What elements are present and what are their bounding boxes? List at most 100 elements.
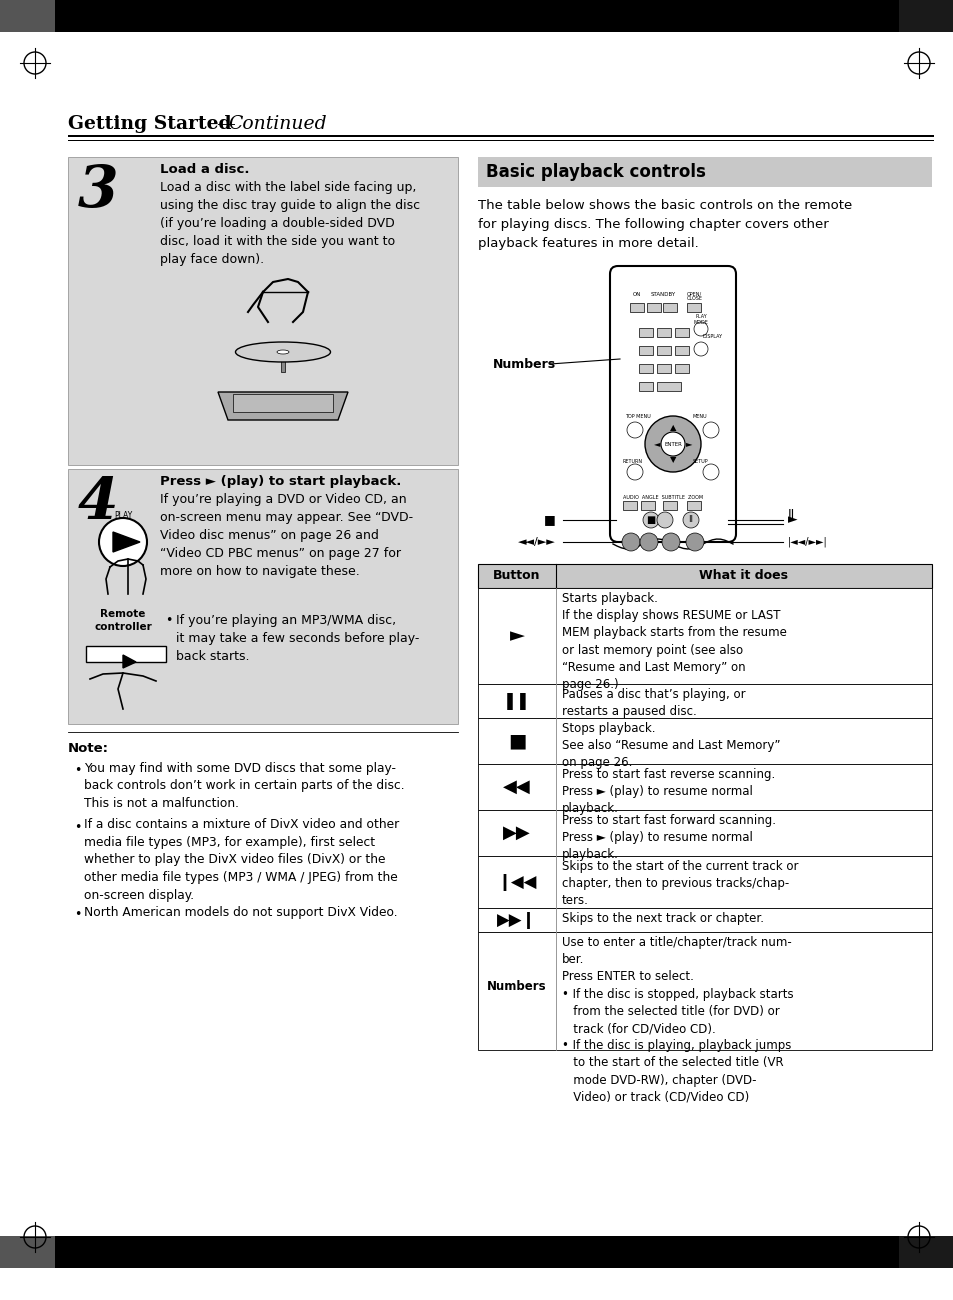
Text: MENU: MENU xyxy=(692,413,707,419)
Text: If you’re playing a DVD or Video CD, an
on-screen menu may appear. See “DVD-
Vid: If you’re playing a DVD or Video CD, an … xyxy=(160,493,413,578)
Bar xyxy=(657,364,670,373)
Circle shape xyxy=(626,464,642,480)
Text: Numbers: Numbers xyxy=(487,979,546,992)
Bar xyxy=(662,500,677,510)
Text: Press ► (play) to start playback.: Press ► (play) to start playback. xyxy=(160,474,401,488)
Circle shape xyxy=(99,517,147,566)
Circle shape xyxy=(693,322,707,335)
Text: ❚❚: ❚❚ xyxy=(502,692,530,710)
Bar xyxy=(281,352,285,372)
Ellipse shape xyxy=(276,350,289,354)
Text: controller: controller xyxy=(94,621,152,632)
Text: ►: ► xyxy=(787,514,797,526)
Text: Stops playback.
See also “Resume and Last Memory”
on page 26.: Stops playback. See also “Resume and Las… xyxy=(561,722,780,770)
Bar xyxy=(639,346,652,355)
Circle shape xyxy=(702,422,719,438)
Text: RETURN: RETURN xyxy=(622,459,642,464)
Text: Getting Started: Getting Started xyxy=(68,114,232,133)
Polygon shape xyxy=(112,532,140,552)
Bar xyxy=(640,500,655,510)
Bar xyxy=(477,855,931,907)
Polygon shape xyxy=(123,655,136,668)
Text: What it does: What it does xyxy=(699,569,788,582)
Text: SETUP: SETUP xyxy=(692,459,708,464)
Text: ◄◄/►►: ◄◄/►► xyxy=(517,537,556,547)
Text: CLOSE: CLOSE xyxy=(686,296,702,302)
Circle shape xyxy=(661,533,679,551)
Text: ►: ► xyxy=(685,439,692,448)
Bar xyxy=(0,0,55,32)
Bar xyxy=(657,346,670,355)
Text: Note:: Note: xyxy=(68,742,109,755)
Text: |◄◄/►►|: |◄◄/►►| xyxy=(787,537,827,547)
Text: ■: ■ xyxy=(646,515,655,525)
Bar xyxy=(477,907,931,932)
Text: ◄: ◄ xyxy=(653,439,659,448)
Bar xyxy=(686,500,700,510)
Text: North American models do not support DivX Video.: North American models do not support Div… xyxy=(84,906,397,919)
Text: Pauses a disc that’s playing, or
restarts a paused disc.: Pauses a disc that’s playing, or restart… xyxy=(561,688,745,718)
Bar xyxy=(477,157,931,187)
Bar xyxy=(686,303,700,312)
Text: —: — xyxy=(215,114,234,133)
Bar xyxy=(86,646,166,662)
Circle shape xyxy=(682,512,699,528)
Circle shape xyxy=(660,432,684,456)
Text: ▶▶❙: ▶▶❙ xyxy=(497,911,537,930)
Bar xyxy=(662,303,677,312)
Text: ◀◀: ◀◀ xyxy=(502,777,530,796)
Text: If you’re playing an MP3/WMA disc,
it may take a few seconds before play-
back s: If you’re playing an MP3/WMA disc, it ma… xyxy=(175,614,419,663)
Text: ▲: ▲ xyxy=(669,424,676,433)
Bar xyxy=(477,932,931,1050)
Bar xyxy=(477,588,931,684)
Circle shape xyxy=(693,342,707,356)
Text: PLAY
MODE: PLAY MODE xyxy=(693,315,708,325)
Text: Remote: Remote xyxy=(100,608,146,619)
Bar xyxy=(233,394,333,412)
Text: Skips to the start of the current track or
chapter, then to previous tracks/chap: Skips to the start of the current track … xyxy=(561,861,798,907)
Text: TOP MENU: TOP MENU xyxy=(624,413,650,419)
Bar xyxy=(629,303,643,312)
Circle shape xyxy=(657,512,672,528)
Text: •: • xyxy=(74,820,81,833)
Bar xyxy=(675,346,688,355)
Bar xyxy=(898,1236,953,1268)
Ellipse shape xyxy=(235,342,330,361)
Bar xyxy=(639,328,652,337)
Text: 3: 3 xyxy=(78,162,118,220)
Text: You may find with some DVD discs that some play-
back controls don’t work in cer: You may find with some DVD discs that so… xyxy=(84,762,404,810)
Text: Use to enter a title/chapter/track num-
ber.
Press ENTER to select.
• If the dis: Use to enter a title/chapter/track num- … xyxy=(561,936,793,1104)
Text: ENTER: ENTER xyxy=(663,442,681,446)
Text: Press to start fast reverse scanning.
Press ► (play) to resume normal
playback.: Press to start fast reverse scanning. Pr… xyxy=(561,768,775,815)
Bar xyxy=(477,718,931,764)
Text: II: II xyxy=(688,516,693,524)
Circle shape xyxy=(626,422,642,438)
Text: 4: 4 xyxy=(78,474,118,532)
Circle shape xyxy=(642,512,659,528)
Text: Skips to the next track or chapter.: Skips to the next track or chapter. xyxy=(561,913,763,926)
Text: •: • xyxy=(74,764,81,777)
Bar xyxy=(68,157,457,465)
Bar xyxy=(898,0,953,32)
Bar xyxy=(657,382,680,391)
Text: DV-SP303.303E_En.book  Page 25  Tuesday, March 29, 2005  4:34 PM: DV-SP303.303E_En.book Page 25 Tuesday, M… xyxy=(65,13,464,23)
Text: ▼: ▼ xyxy=(669,455,676,464)
Text: PLAY: PLAY xyxy=(113,511,132,520)
Text: ON: ON xyxy=(633,292,640,296)
Text: Press to start fast forward scanning.
Press ► (play) to resume normal
playback.: Press to start fast forward scanning. Pr… xyxy=(561,814,775,862)
Bar xyxy=(68,134,933,136)
Text: ►: ► xyxy=(509,627,524,646)
Text: ■: ■ xyxy=(507,732,526,750)
Text: Basic playback controls: Basic playback controls xyxy=(485,162,705,181)
Text: Continued: Continued xyxy=(228,114,326,133)
Text: Load a disc.: Load a disc. xyxy=(160,162,250,176)
Bar xyxy=(477,564,931,588)
Text: OPEN/: OPEN/ xyxy=(686,292,701,296)
Bar xyxy=(68,469,457,724)
Bar xyxy=(622,500,637,510)
Text: DISPLAY: DISPLAY xyxy=(702,334,722,339)
Bar xyxy=(646,303,660,312)
Text: Load a disc with the label side facing up,
using the disc tray guide to align th: Load a disc with the label side facing u… xyxy=(160,181,419,266)
Text: STANDBY: STANDBY xyxy=(650,292,676,296)
Bar xyxy=(675,364,688,373)
